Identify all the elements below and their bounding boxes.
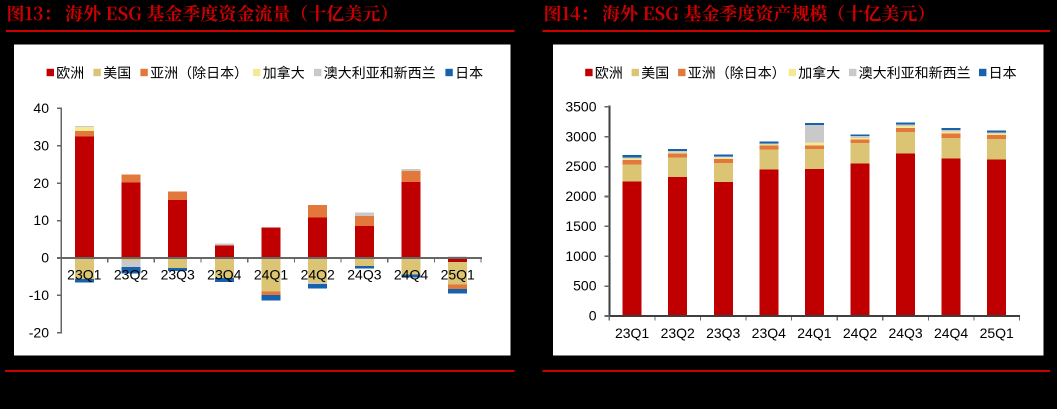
svg-text:2000: 2000: [565, 188, 596, 204]
svg-text:24Q3: 24Q3: [347, 267, 381, 283]
svg-text:-10: -10: [29, 287, 49, 303]
svg-text:23Q1: 23Q1: [67, 267, 101, 283]
svg-text:24Q2: 24Q2: [301, 267, 335, 283]
svg-text:10: 10: [33, 212, 49, 228]
svg-text:25Q1: 25Q1: [980, 325, 1014, 341]
svg-text:23Q1: 23Q1: [615, 325, 649, 341]
svg-text:20: 20: [33, 175, 49, 191]
svg-text:23Q2: 23Q2: [114, 267, 148, 283]
svg-text:30: 30: [33, 137, 49, 153]
svg-text:24Q1: 24Q1: [254, 267, 288, 283]
svg-text:40: 40: [33, 100, 49, 116]
svg-text:23Q4: 23Q4: [752, 325, 786, 341]
svg-text:500: 500: [573, 278, 597, 294]
svg-text:24Q1: 24Q1: [797, 325, 831, 341]
svg-text:-20: -20: [29, 324, 49, 340]
svg-text:1500: 1500: [565, 218, 596, 234]
svg-text:2500: 2500: [565, 158, 596, 174]
svg-text:23Q2: 23Q2: [661, 325, 695, 341]
svg-text:24Q4: 24Q4: [394, 267, 428, 283]
svg-text:25Q1: 25Q1: [441, 267, 475, 283]
svg-text:24Q2: 24Q2: [843, 325, 877, 341]
svg-text:24Q4: 24Q4: [934, 325, 968, 341]
svg-text:23Q3: 23Q3: [161, 267, 195, 283]
svg-text:23Q3: 23Q3: [706, 325, 740, 341]
svg-text:0: 0: [41, 250, 49, 266]
svg-text:3500: 3500: [565, 99, 596, 115]
svg-text:0: 0: [589, 308, 597, 324]
svg-text:24Q3: 24Q3: [888, 325, 922, 341]
svg-text:23Q4: 23Q4: [207, 267, 241, 283]
svg-text:3000: 3000: [565, 128, 596, 144]
svg-text:1000: 1000: [565, 248, 596, 264]
